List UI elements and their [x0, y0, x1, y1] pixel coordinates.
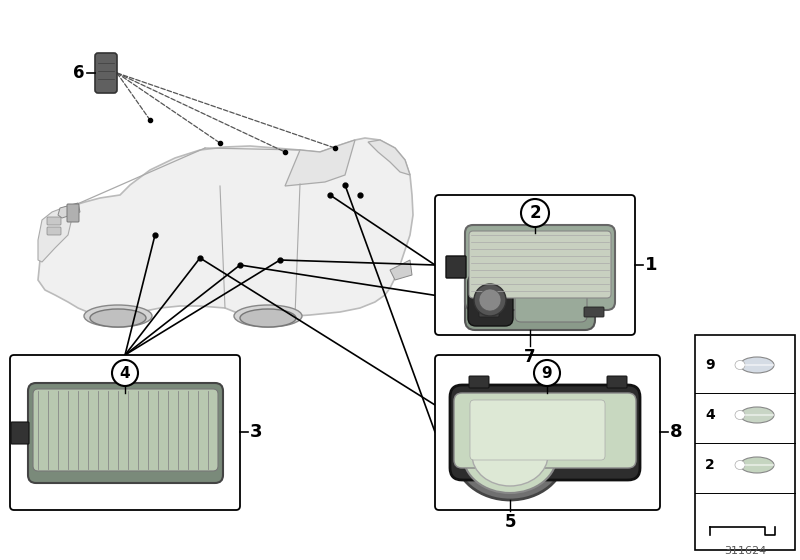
Ellipse shape	[455, 410, 565, 500]
FancyBboxPatch shape	[468, 274, 513, 326]
Ellipse shape	[84, 305, 152, 327]
Circle shape	[112, 360, 138, 386]
Polygon shape	[285, 140, 355, 186]
FancyBboxPatch shape	[95, 53, 117, 93]
Text: 2: 2	[529, 204, 541, 222]
FancyBboxPatch shape	[607, 376, 627, 388]
Circle shape	[534, 360, 560, 386]
Text: 3: 3	[250, 423, 262, 441]
Ellipse shape	[735, 361, 745, 370]
FancyBboxPatch shape	[469, 376, 489, 388]
FancyBboxPatch shape	[47, 217, 61, 225]
FancyBboxPatch shape	[450, 385, 640, 480]
Circle shape	[474, 284, 506, 316]
Ellipse shape	[472, 424, 548, 486]
FancyBboxPatch shape	[470, 400, 605, 460]
Ellipse shape	[90, 309, 146, 327]
Text: 1: 1	[645, 256, 658, 274]
Text: 4: 4	[705, 408, 714, 422]
Ellipse shape	[234, 305, 302, 327]
FancyBboxPatch shape	[465, 225, 615, 310]
Text: 8: 8	[670, 423, 682, 441]
FancyBboxPatch shape	[446, 256, 466, 278]
Text: 311624: 311624	[724, 546, 766, 556]
Text: 9: 9	[705, 358, 714, 372]
Polygon shape	[38, 205, 75, 262]
FancyBboxPatch shape	[47, 227, 61, 235]
Bar	[695, 335, 795, 550]
FancyBboxPatch shape	[479, 307, 499, 317]
FancyBboxPatch shape	[28, 383, 223, 483]
FancyBboxPatch shape	[10, 355, 240, 510]
FancyBboxPatch shape	[435, 195, 635, 335]
Text: 9: 9	[542, 366, 552, 380]
Circle shape	[479, 289, 501, 311]
Polygon shape	[58, 203, 80, 218]
Text: 6: 6	[74, 64, 85, 82]
Text: 7: 7	[524, 348, 536, 366]
FancyBboxPatch shape	[515, 278, 587, 322]
FancyBboxPatch shape	[33, 389, 218, 471]
FancyBboxPatch shape	[435, 355, 660, 510]
Ellipse shape	[463, 417, 557, 493]
Polygon shape	[368, 140, 410, 175]
FancyBboxPatch shape	[67, 204, 79, 222]
FancyBboxPatch shape	[584, 307, 604, 317]
Text: 4: 4	[120, 366, 130, 380]
Polygon shape	[390, 260, 412, 280]
FancyBboxPatch shape	[454, 393, 636, 468]
FancyBboxPatch shape	[469, 231, 611, 298]
Ellipse shape	[740, 407, 774, 423]
Ellipse shape	[735, 460, 745, 469]
Polygon shape	[38, 138, 413, 318]
Ellipse shape	[735, 410, 745, 419]
Ellipse shape	[740, 357, 774, 373]
Ellipse shape	[740, 457, 774, 473]
Ellipse shape	[240, 309, 296, 327]
FancyBboxPatch shape	[465, 270, 595, 330]
Text: 5: 5	[504, 513, 516, 531]
FancyBboxPatch shape	[11, 422, 29, 444]
Text: 2: 2	[705, 458, 714, 472]
Circle shape	[521, 199, 549, 227]
